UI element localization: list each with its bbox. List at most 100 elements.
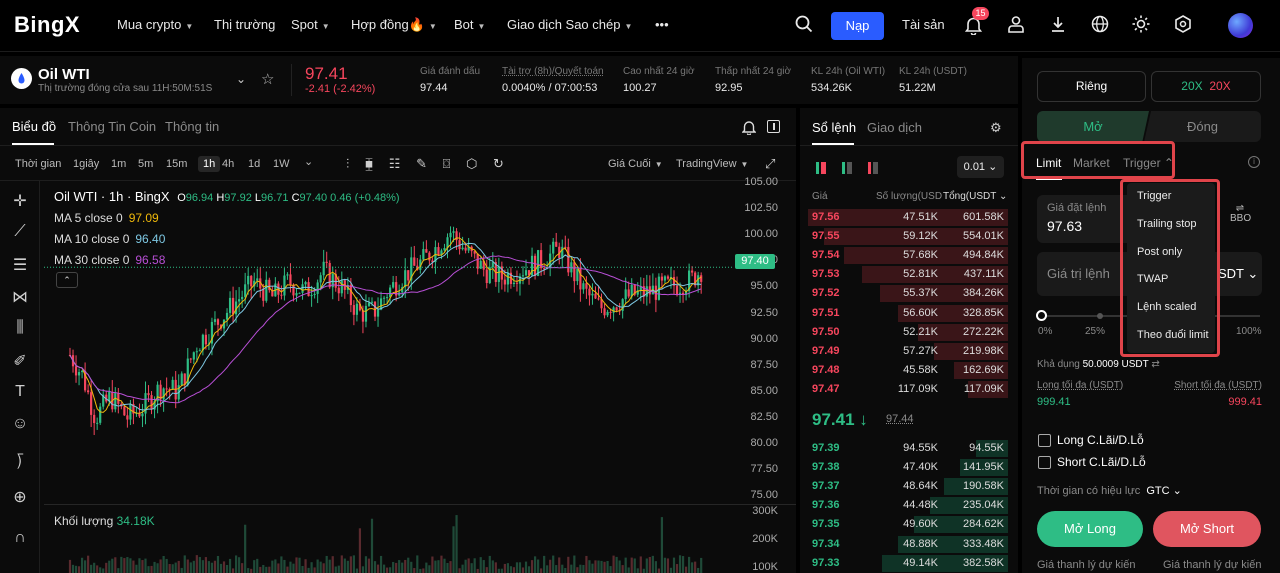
assets-link[interactable]: Tài sản — [902, 17, 945, 32]
chart-settings-icon[interactable]: ⬡ — [466, 156, 478, 171]
trigger-menu-item-1[interactable]: Trailing stop — [1137, 217, 1197, 230]
timeframe-8[interactable]: 1W — [273, 158, 290, 170]
chart-tab-1[interactable]: Thông Tin Coin — [68, 119, 157, 134]
bid-row[interactable]: 97.34 48.88K 333.48K — [808, 535, 1008, 554]
bingx-logo[interactable]: BingX — [14, 12, 81, 37]
panel-toggle-icon[interactable] — [767, 120, 780, 133]
bid-row[interactable]: 97.37 48.64K 190.58K — [808, 477, 1008, 496]
short-tpsl-checkbox[interactable] — [1038, 456, 1051, 469]
ask-row[interactable]: 97.55 59.12K 554.01K — [808, 227, 1008, 246]
bbo-button[interactable]: ⇌ BBO — [1230, 203, 1252, 224]
long-tpsl-checkbox[interactable] — [1038, 434, 1051, 447]
bid-row[interactable]: 97.33 49.14K 382.58K — [808, 554, 1008, 573]
chart-tab-2[interactable]: Thông tin — [165, 119, 220, 134]
timeframe-3[interactable]: 5m — [138, 158, 154, 170]
open-long-button[interactable]: Mở Long — [1037, 511, 1143, 547]
trigger-menu-item-4[interactable]: Lệnh scaled — [1137, 301, 1197, 314]
settings-hexagon-icon[interactable] — [1174, 15, 1192, 38]
ask-row[interactable]: 97.47 117.09K 117.09K — [808, 380, 1008, 399]
trigger-menu-item-5[interactable]: Theo đuổi limit — [1137, 329, 1209, 341]
text-tool-icon[interactable]: T — [15, 383, 25, 400]
timeframe-7[interactable]: 1d — [248, 158, 261, 170]
fib-icon[interactable]: ⫼ — [16, 319, 24, 336]
ruler-icon[interactable]: ⟌ — [16, 455, 24, 472]
ask-row[interactable]: 97.48 45.58K 162.69K — [808, 361, 1008, 380]
horizontal-lines-icon[interactable]: ☰ — [12, 257, 28, 274]
magnet-icon[interactable]: ∩ — [14, 529, 26, 546]
nav-item-1[interactable]: Thị trường — [214, 17, 275, 32]
ask-row[interactable]: 97.56 47.51K 601.58K — [808, 208, 1008, 227]
bid-row[interactable]: 97.36 44.48K 235.04K — [808, 496, 1008, 515]
camera-icon[interactable]: ⌼ — [442, 156, 451, 171]
price-type-select[interactable]: Giá Cuối ▼ — [608, 158, 663, 170]
search-icon[interactable] — [795, 15, 813, 38]
view-both-icon[interactable] — [816, 162, 826, 174]
open-short-button[interactable]: Mở Short — [1153, 511, 1261, 547]
ask-row[interactable]: 97.53 52.81K 437.11K — [808, 265, 1008, 284]
reset-icon[interactable]: ↻ — [493, 156, 504, 171]
globe-icon[interactable] — [1091, 15, 1109, 38]
bid-row[interactable]: 97.39 94.55K 94.55K — [808, 439, 1008, 458]
fullscreen-icon[interactable]: ⤢ — [765, 156, 776, 171]
view-asks-icon[interactable] — [868, 162, 878, 174]
nav-item-2[interactable]: Spot ▼ — [291, 17, 330, 32]
chart-source-select[interactable]: TradingView ▼ — [676, 158, 749, 170]
trigger-menu-item-3[interactable]: TWAP — [1137, 273, 1169, 286]
indicators-icon[interactable]: ⫶ — [346, 156, 350, 171]
draw-icon[interactable]: ✎ — [416, 156, 427, 171]
theme-sun-icon[interactable] — [1132, 15, 1150, 38]
price-input-value[interactable]: 97.63 — [1047, 218, 1083, 234]
transfer-icon[interactable]: ⇄ — [1151, 359, 1160, 370]
orderbook-settings-icon[interactable]: ⚙ — [990, 120, 1002, 135]
timeframe-4[interactable]: 15m — [166, 158, 188, 170]
order-type-limit[interactable]: Limit — [1036, 156, 1062, 170]
leverage-button[interactable]: 20X 20X — [1151, 71, 1261, 102]
bid-row[interactable]: 97.35 49.60K 284.62K — [808, 515, 1008, 534]
ask-row[interactable]: 97.51 56.60K 328.85K — [808, 304, 1008, 323]
time-in-force[interactable]: Thời gian có hiệu lực GTC ⌄ — [1037, 485, 1182, 497]
chart-tab-0[interactable]: Biểu đồ — [12, 119, 57, 134]
download-icon[interactable] — [1049, 15, 1067, 38]
order-value-unit[interactable]: SDT ⌄ — [1218, 266, 1259, 281]
crosshair-icon[interactable]: ✛ — [13, 193, 27, 210]
ask-row[interactable]: 97.50 52.21K 272.22K — [808, 323, 1008, 342]
nav-item-6[interactable]: ••• — [655, 17, 669, 32]
trendline-icon[interactable]: ⟋ — [14, 223, 26, 240]
nav-item-3[interactable]: Hợp đồng🔥 ▼ — [351, 17, 437, 33]
profile-avatar[interactable] — [1228, 13, 1253, 38]
user-icon[interactable] — [1007, 15, 1025, 38]
ask-row[interactable]: 97.54 57.68K 494.84K — [808, 246, 1008, 265]
nav-item-5[interactable]: Giao dịch Sao chép ▼ — [507, 17, 632, 32]
alert-bell-icon[interactable] — [741, 120, 757, 138]
margin-mode-button[interactable]: Riêng — [1037, 71, 1146, 102]
close-tab[interactable] — [1144, 111, 1261, 142]
order-type-trigger[interactable]: Trigger ⌃ — [1123, 156, 1174, 170]
deposit-button[interactable]: Nạp — [831, 12, 884, 40]
col-total[interactable]: Tổng(USDT ⌄ — [943, 191, 1008, 202]
price-chart[interactable] — [44, 181, 734, 501]
timeframe-1[interactable]: 1giây — [73, 158, 100, 170]
precision-select[interactable]: 0.01 ⌄ — [957, 156, 1004, 178]
template-icon[interactable]: ☷ — [388, 156, 401, 171]
trigger-menu-item-0[interactable]: Trigger — [1137, 190, 1172, 202]
timeframe-more-icon[interactable]: ⌄ — [304, 156, 314, 168]
trigger-menu-item-2[interactable]: Post only — [1137, 245, 1183, 258]
slider-handle[interactable] — [1036, 310, 1047, 321]
pattern-icon[interactable]: ⋈ — [12, 289, 28, 306]
ask-row[interactable]: 97.52 55.37K 384.26K — [808, 284, 1008, 303]
favorite-star-icon[interactable]: ☆ — [261, 71, 275, 88]
symbol-dropdown-icon[interactable]: ⌄ — [236, 72, 247, 86]
tab-order-book[interactable]: Sổ lệnh — [812, 120, 857, 135]
nav-item-4[interactable]: Bot ▼ — [454, 17, 485, 32]
open-tab[interactable] — [1037, 111, 1149, 142]
timeframe-6[interactable]: 4h — [222, 158, 235, 170]
bid-row[interactable]: 97.38 47.40K 141.95K — [808, 458, 1008, 477]
info-icon[interactable]: i — [1248, 156, 1260, 168]
symbol-name[interactable]: Oil WTI — [38, 66, 90, 83]
timeframe-2[interactable]: 1m — [111, 158, 127, 170]
order-type-market[interactable]: Market — [1073, 156, 1110, 170]
tab-trades[interactable]: Giao dịch — [867, 120, 922, 135]
zoom-in-icon[interactable]: ⊕ — [13, 489, 27, 506]
view-bids-icon[interactable] — [842, 162, 852, 174]
timeframe-5[interactable]: 1h — [198, 156, 221, 172]
